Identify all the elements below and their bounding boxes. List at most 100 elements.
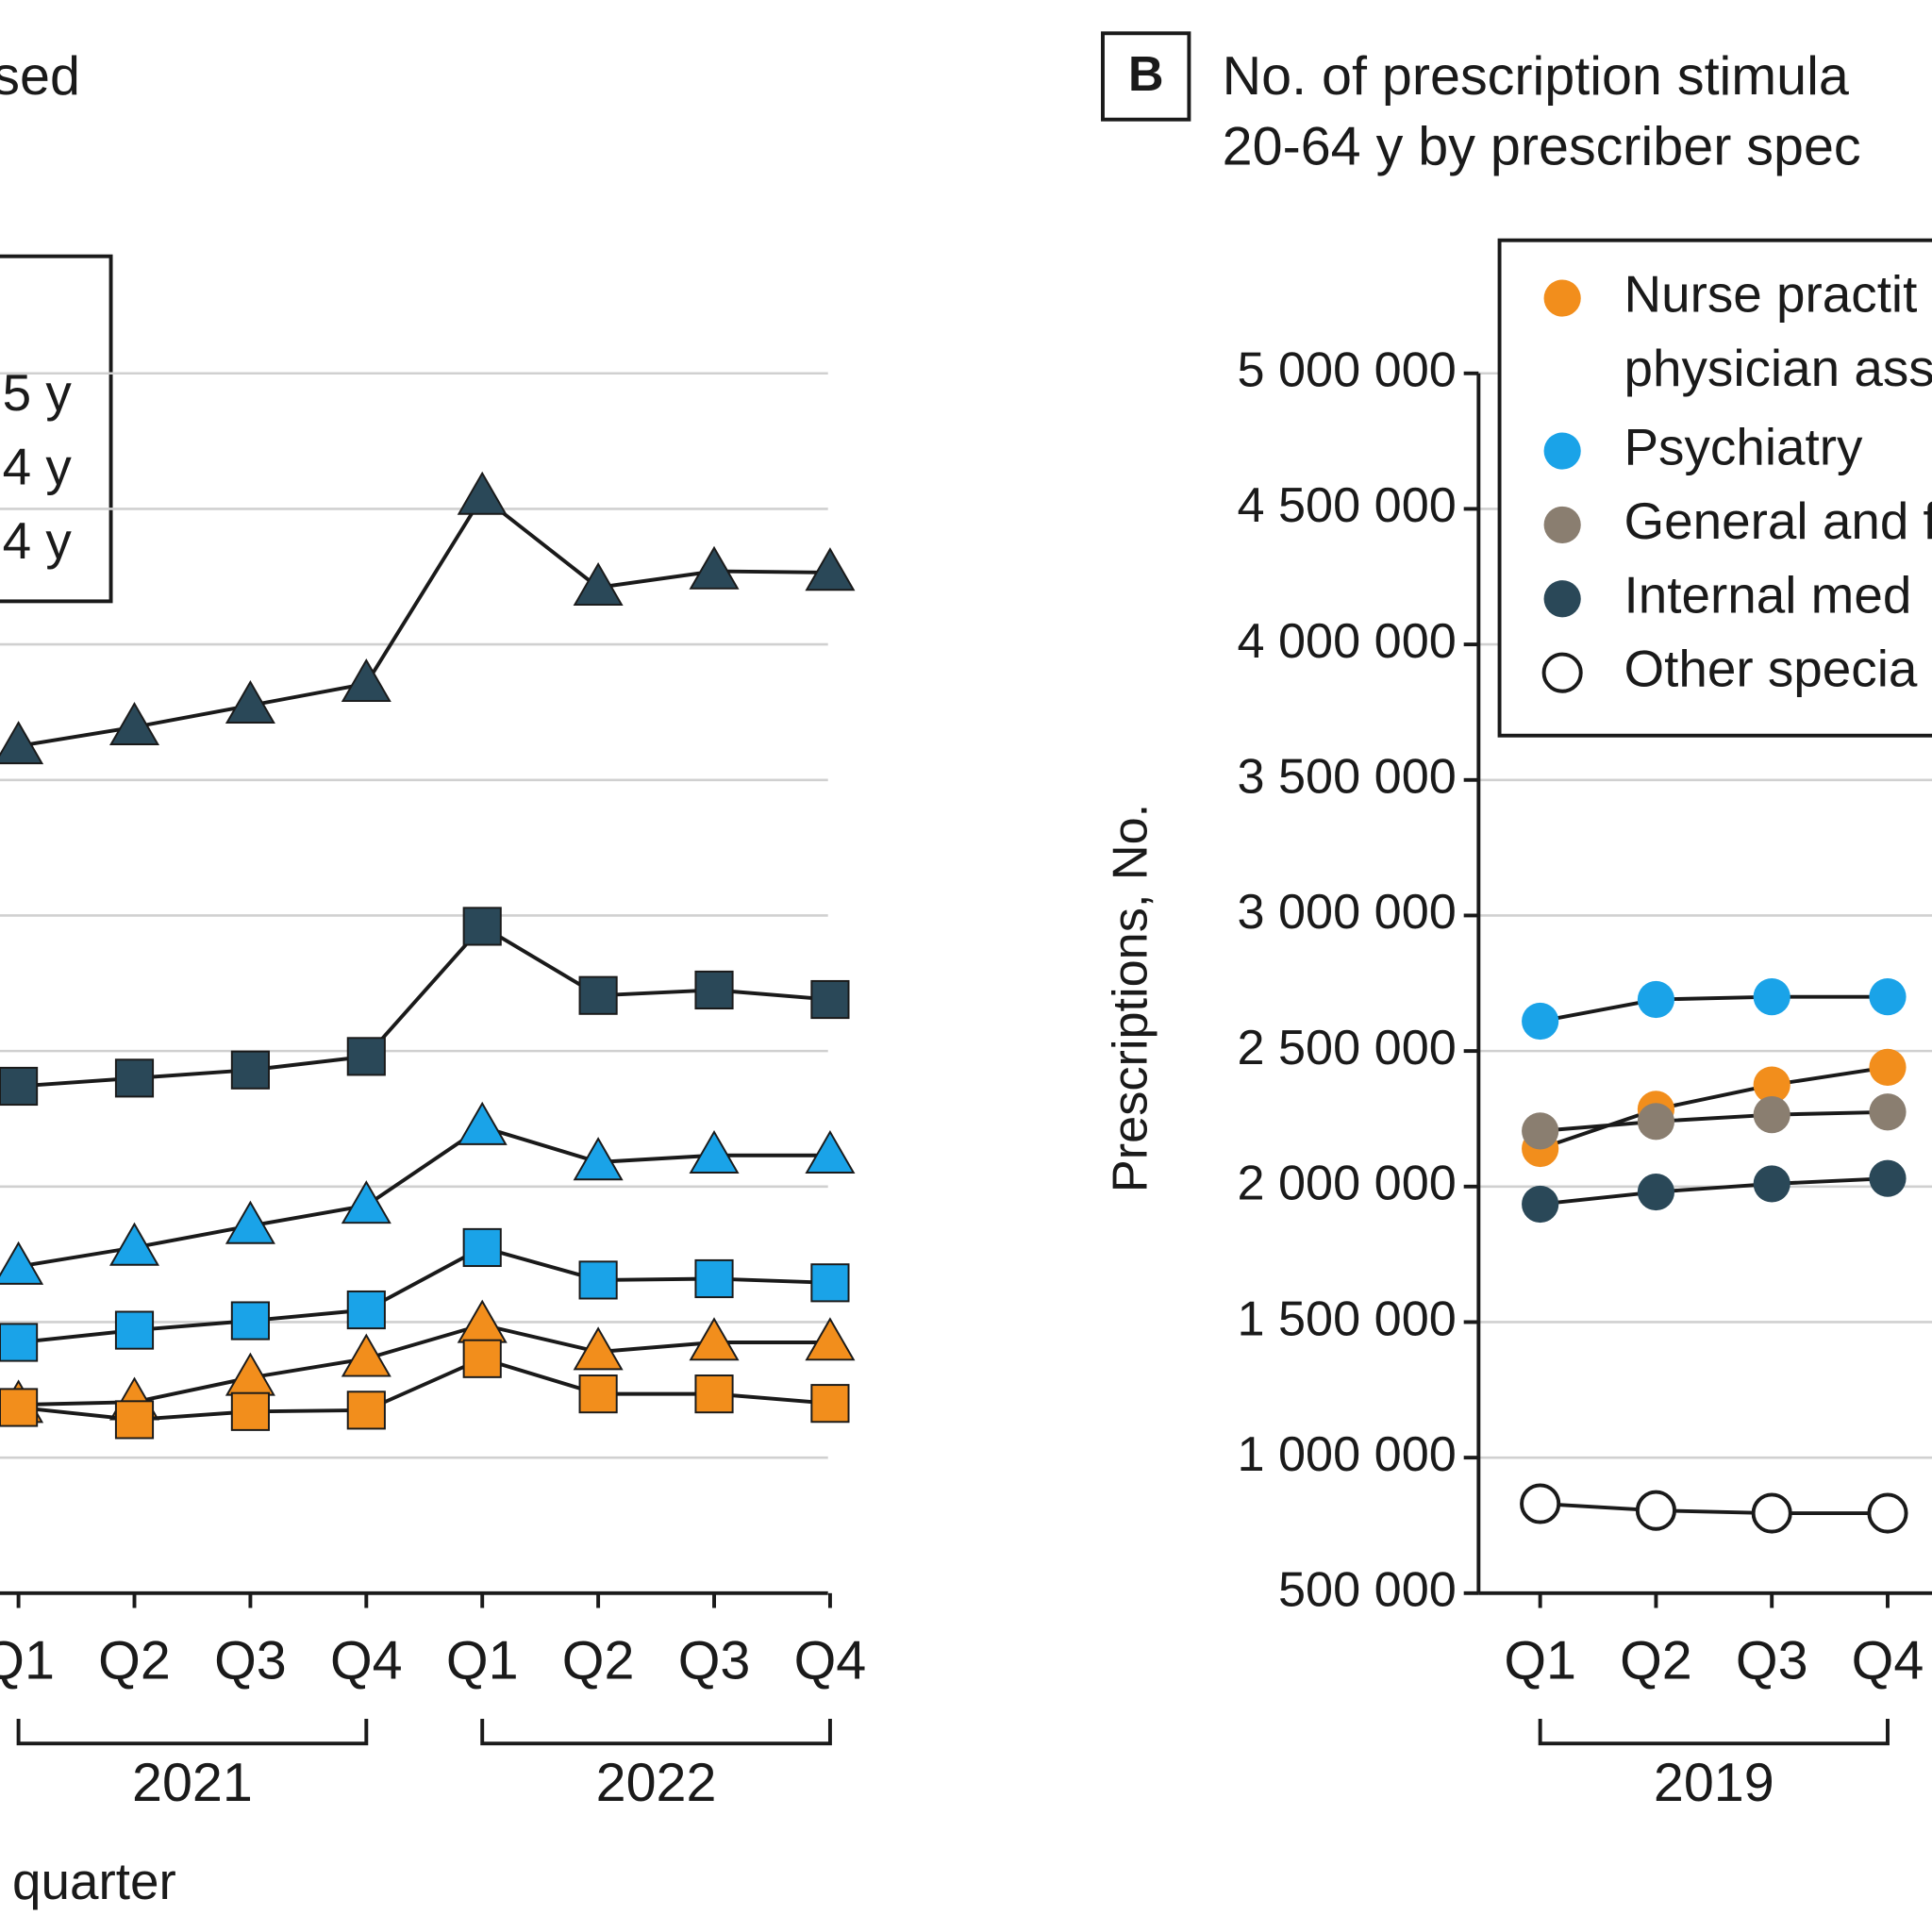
triangle-marker — [805, 547, 856, 591]
y-tick-label: 3 000 000 — [1237, 885, 1456, 940]
square-marker — [346, 1037, 386, 1076]
legend-label: 4 y — [3, 511, 73, 570]
circle-marker — [1867, 1492, 1908, 1534]
triangle-marker — [573, 1326, 624, 1371]
triangle-marker — [573, 561, 624, 607]
year-bracket — [480, 1719, 832, 1746]
chart-title: No. of prescription stimula — [1223, 46, 1849, 107]
square-marker — [810, 1384, 850, 1424]
y-tick-label: 1 000 000 — [1237, 1427, 1456, 1482]
circle-marker — [1637, 1173, 1675, 1211]
series-line — [18, 1323, 830, 1407]
square-marker — [694, 1374, 734, 1414]
legend-marker — [1541, 652, 1583, 693]
x-tick-label: Q3 — [678, 1631, 751, 1691]
y-tick-label: 4 000 000 — [1237, 614, 1456, 669]
legend-box — [1497, 238, 1932, 738]
legend-label: Psychiatry — [1624, 418, 1863, 476]
square-marker — [578, 1374, 618, 1414]
x-tick-label: Q1 — [446, 1631, 519, 1691]
square-marker — [462, 907, 502, 946]
series-line — [1540, 1109, 1889, 1133]
x-tick-label: Q2 — [1620, 1631, 1692, 1691]
triangle-marker — [805, 1129, 856, 1174]
year-label: 2019 — [1654, 1753, 1774, 1813]
y-tick-label: 500 000 — [1278, 1563, 1457, 1618]
triangle-marker — [341, 1180, 391, 1224]
circle-marker — [1869, 1093, 1907, 1131]
y-axis-title: Prescriptions, No. — [1103, 804, 1158, 1192]
square-marker — [346, 1290, 386, 1330]
square-marker — [810, 979, 850, 1020]
y-tick-label: 5 000 000 — [1237, 343, 1456, 398]
year-label: 2022 — [596, 1753, 717, 1813]
legend-label: 5 y — [3, 363, 73, 422]
circle-marker — [1637, 1103, 1675, 1141]
series-line — [1540, 1502, 1888, 1516]
legend-marker — [1543, 432, 1581, 470]
circle-marker — [1635, 1490, 1676, 1531]
circle-marker — [1753, 978, 1790, 1016]
y-tick-label: 2 500 000 — [1237, 1021, 1456, 1075]
square-marker — [114, 1310, 155, 1350]
triangle-marker — [0, 721, 44, 765]
circle-marker — [1751, 1492, 1792, 1534]
legend-marker — [1543, 279, 1581, 317]
chart-title: sed — [0, 46, 80, 107]
square-marker — [230, 1301, 270, 1341]
series-line — [1540, 994, 1888, 1024]
triangle-marker — [573, 1137, 624, 1181]
year-label: 2021 — [132, 1753, 253, 1813]
triangle-marker — [457, 1101, 508, 1145]
square-marker — [462, 1339, 502, 1378]
x-tick-label: Q1 — [1504, 1631, 1576, 1691]
x-axis-title: quarter — [12, 1852, 176, 1910]
square-marker — [114, 1400, 155, 1440]
legend-label: physician ass — [1624, 339, 1932, 397]
legend-marker — [1543, 506, 1581, 543]
series-line — [1540, 1176, 1889, 1207]
square-marker — [114, 1058, 155, 1098]
circle-marker — [1637, 980, 1675, 1019]
circle-marker — [1522, 1112, 1559, 1150]
square-marker — [694, 1258, 734, 1299]
y-tick-label: 2 000 000 — [1237, 1157, 1456, 1211]
panel-label: B — [1128, 47, 1164, 102]
triangle-marker — [341, 1333, 391, 1377]
legend-label: Other specia — [1624, 640, 1917, 698]
triangle-marker — [689, 1129, 740, 1174]
y-tick-label: 1 500 000 — [1237, 1291, 1456, 1346]
y-tick-label: 4 500 000 — [1237, 478, 1456, 533]
y-tick-label: 3 500 000 — [1237, 750, 1456, 805]
x-tick-label: Q2 — [562, 1631, 635, 1691]
circle-marker — [1753, 1096, 1790, 1134]
circle-marker — [1869, 1048, 1907, 1086]
square-marker — [346, 1391, 386, 1430]
legend-label: Nurse practit — [1624, 265, 1917, 324]
circle-marker — [1522, 1002, 1559, 1041]
legend-label: General and f — [1624, 491, 1932, 550]
series-line — [18, 493, 830, 748]
legend-label: Internal med — [1624, 565, 1911, 624]
year-bracket — [16, 1719, 369, 1746]
year-bracket — [1538, 1719, 1890, 1746]
x-tick-label: Q3 — [1736, 1631, 1808, 1691]
legend-marker — [1543, 580, 1581, 618]
x-tick-label: Q2 — [98, 1631, 171, 1691]
circle-marker — [1520, 1483, 1561, 1524]
square-marker — [462, 1227, 502, 1268]
square-marker — [810, 1263, 850, 1303]
legend-box — [0, 254, 113, 604]
triangle-marker — [108, 1222, 160, 1266]
series-line — [18, 1124, 830, 1269]
square-marker — [578, 975, 618, 1015]
square-marker — [694, 970, 734, 1010]
square-marker — [0, 1323, 39, 1362]
series-line — [1540, 1065, 1889, 1151]
triangle-marker — [457, 471, 508, 515]
x-tick-label: Q3 — [214, 1631, 287, 1691]
triangle-marker — [225, 679, 275, 724]
x-tick-label: Q1 — [0, 1631, 55, 1691]
triangle-marker — [805, 1317, 856, 1361]
square-marker — [230, 1050, 270, 1090]
